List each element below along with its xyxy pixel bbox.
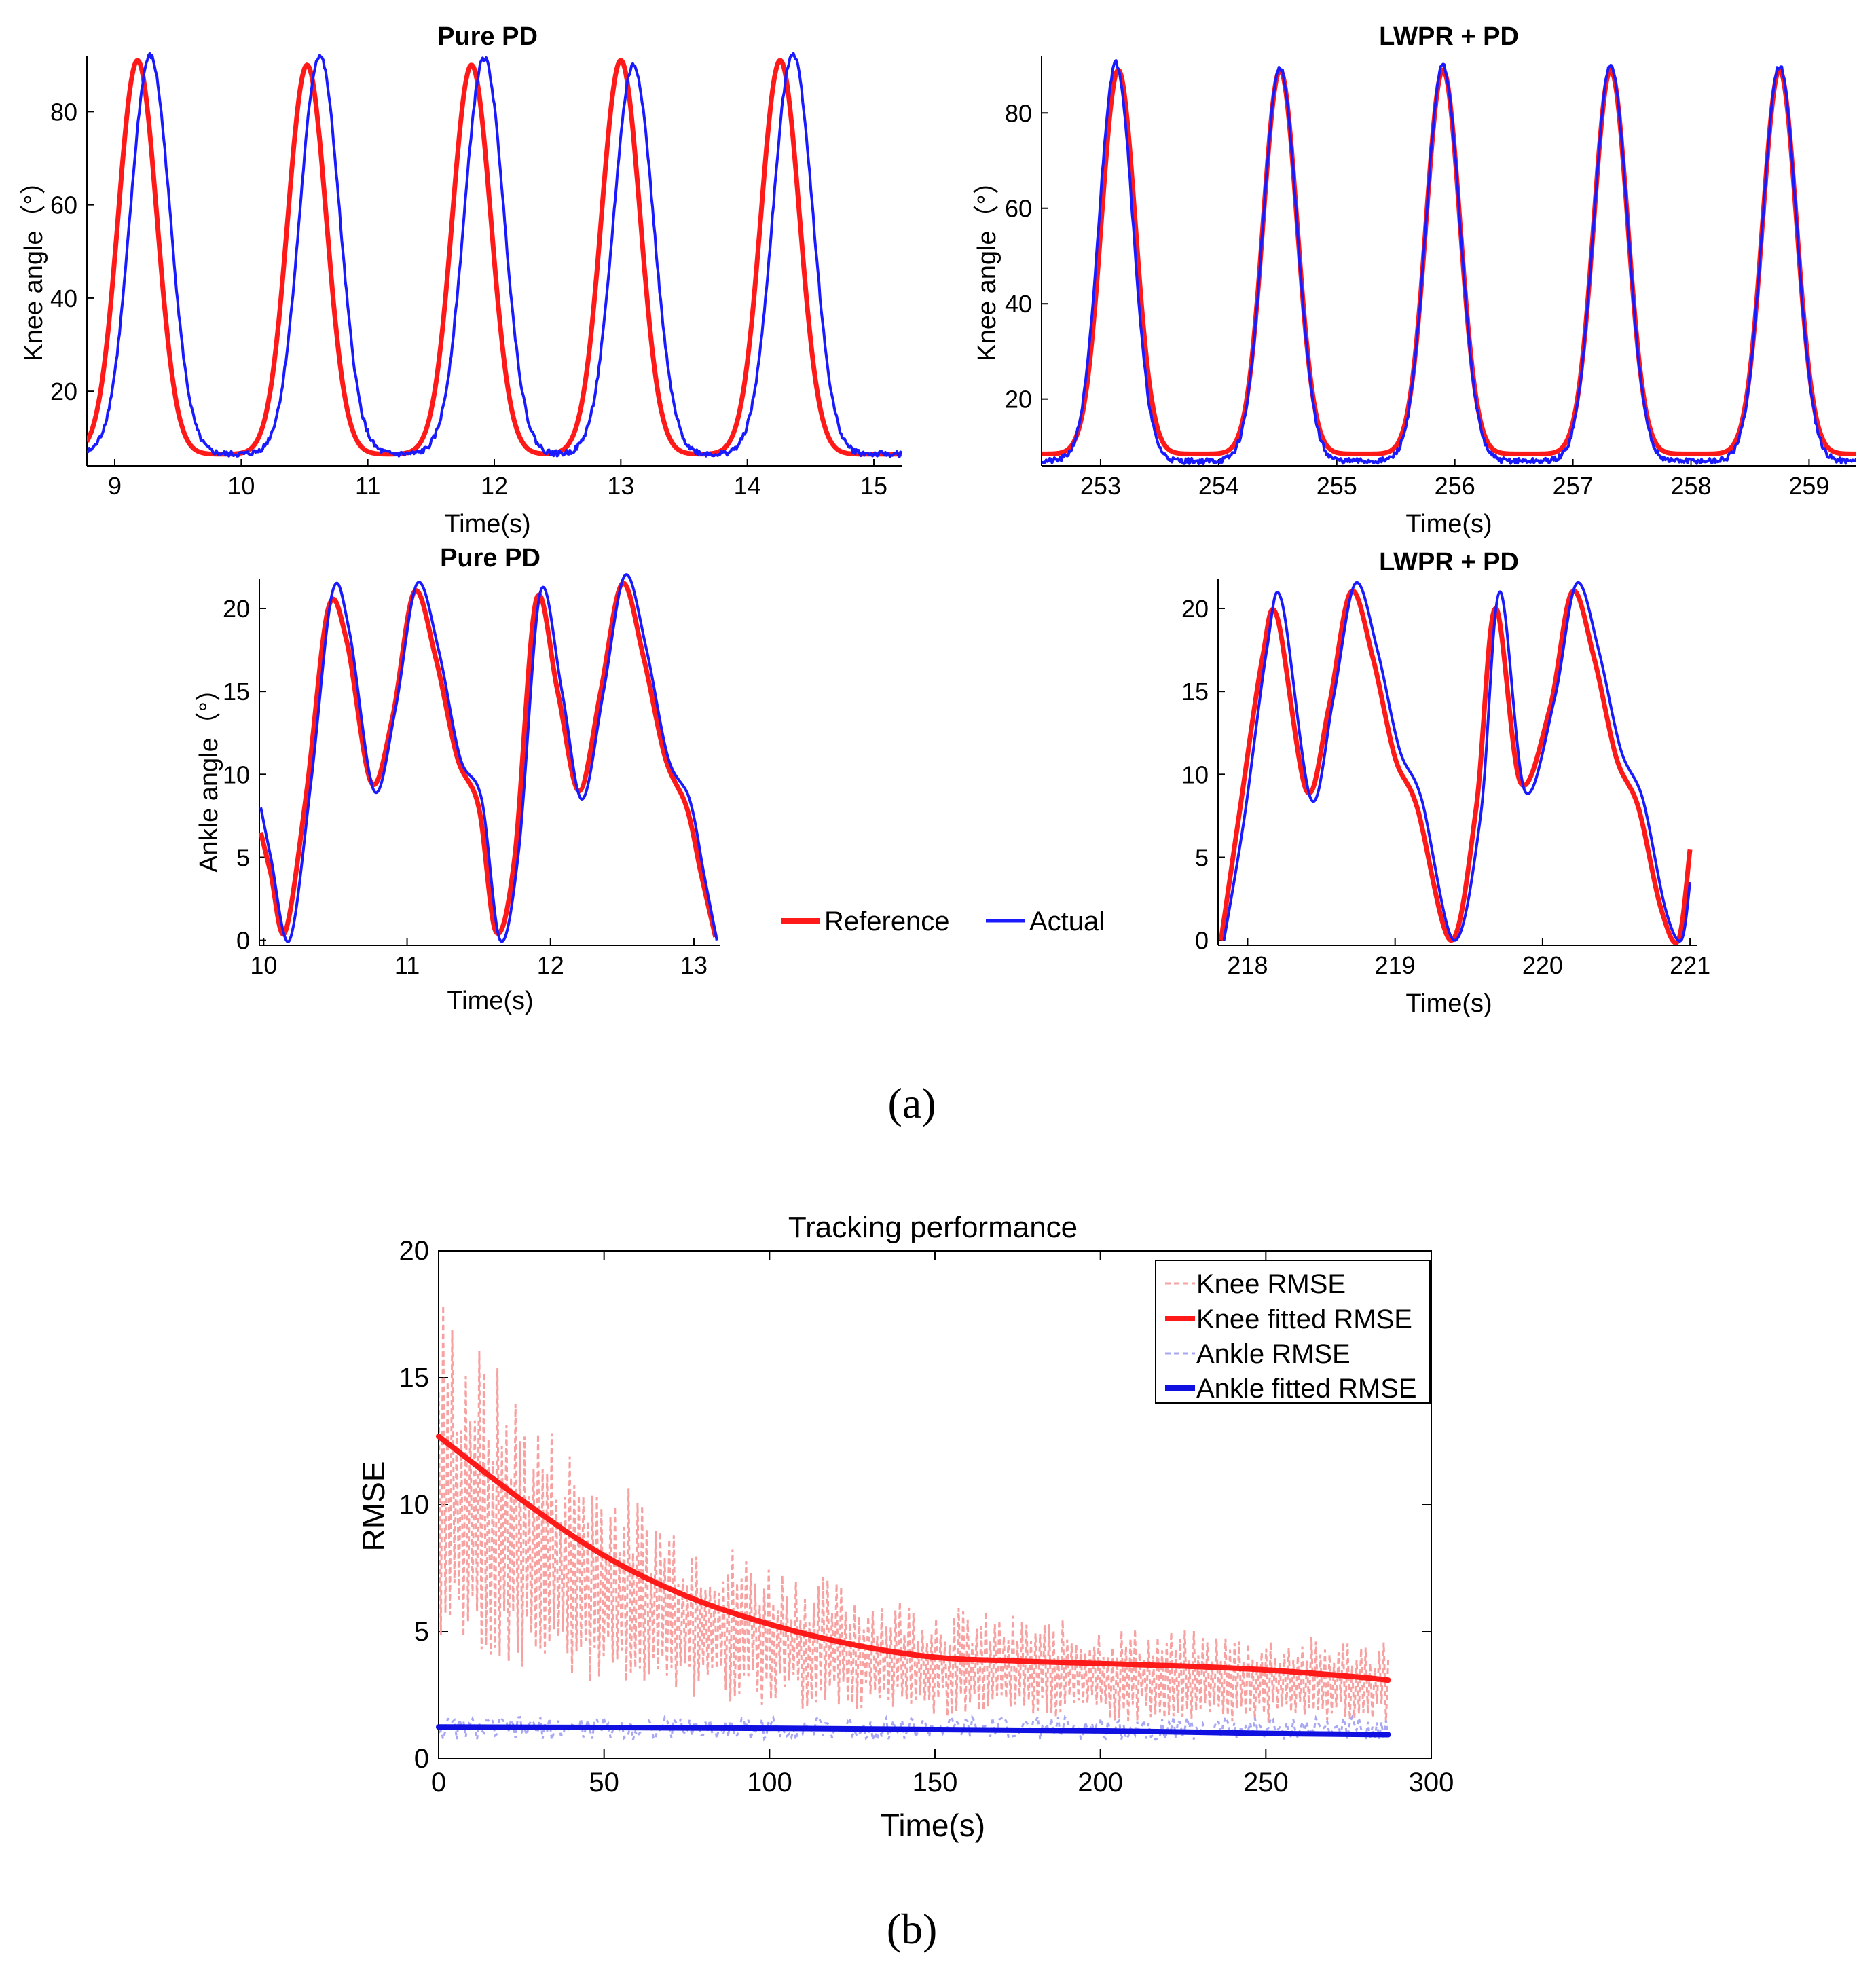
y-tick-label: 0 [1195, 927, 1209, 955]
legend-box [1155, 1260, 1431, 1404]
legend-reference-label: Reference [824, 907, 950, 936]
y-tick-label: 5 [236, 843, 250, 871]
x-tick-label: 13 [607, 472, 634, 500]
x-tick-label: 255 [1317, 472, 1357, 500]
x-tick-label: 14 [734, 472, 761, 500]
x-axis-label: Time(s) [1405, 510, 1492, 538]
x-tick-label: 218 [1227, 951, 1268, 979]
y-tick-label: 20 [223, 595, 250, 623]
actual-line [87, 52, 902, 458]
chart-title: Pure PD [437, 22, 538, 51]
legend-ankle-fitted-label: Ankle fitted RMSE [1196, 1374, 1417, 1404]
y-tick-label: 0 [414, 1744, 429, 1774]
y-tick-label: 0 [236, 927, 250, 955]
actual-line [1042, 59, 1856, 466]
x-axis-label: Time(s) [447, 987, 533, 1015]
x-tick-label: 11 [394, 951, 420, 979]
y-axis-label: RMSE [356, 1461, 391, 1552]
actual-line [1222, 581, 1692, 943]
knee-lwpr-pd-chart: LWPR + PD Time(s) Knee angle（°） 253 254 25… [973, 22, 1856, 538]
y-tick-label: 15 [223, 678, 250, 706]
y-tick-label: 40 [1005, 290, 1032, 318]
x-tick-label: 11 [355, 472, 380, 500]
legend-actual-label: Actual [1029, 907, 1105, 936]
x-tick-label: 257 [1553, 472, 1594, 500]
y-tick-label: 40 [50, 285, 77, 312]
x-tick-label: 253 [1080, 472, 1121, 500]
x-tick-label: 50 [589, 1768, 619, 1797]
knee-rmse-line [439, 1305, 1390, 1723]
x-tick-label: 150 [913, 1768, 958, 1797]
x-tick-label: 15 [860, 472, 887, 500]
legend-reference-actual: Reference Actual [781, 907, 1105, 936]
reference-line [259, 581, 718, 938]
y-tick-label: 15 [1181, 678, 1209, 706]
tracking-performance-chart: Tracking performance Time(s) RMSE 0 50 100… [356, 1211, 1454, 1843]
reference-line [1218, 588, 1693, 945]
x-tick-label: 256 [1435, 472, 1475, 500]
x-axis-label: Time(s) [1405, 989, 1492, 1018]
y-tick-label: 80 [50, 98, 77, 126]
y-tick-label: 60 [50, 191, 77, 219]
legend-knee-rmse-label: Knee RMSE [1196, 1269, 1346, 1299]
legend-rmse: Knee RMSE Knee fitted RMSE Ankle RMSE An… [1155, 1260, 1431, 1404]
x-tick-label: 10 [250, 951, 277, 979]
y-tick-label: 20 [1005, 386, 1032, 414]
actual-line [259, 573, 718, 943]
chart-title: Pure PD [440, 544, 540, 572]
y-axis-label: Ankle angle（°） [195, 676, 223, 873]
x-tick-label: 0 [431, 1768, 446, 1797]
ankle-pure-pd-chart: Pure PD Time(s) Ankle angle（°） 10 11 12 13 0… [195, 544, 720, 1015]
x-tick-label: 221 [1670, 951, 1710, 979]
knee-fitted-rmse-line [436, 1434, 1391, 1683]
x-tick-label: 258 [1670, 472, 1711, 500]
y-tick-label: 10 [399, 1490, 430, 1520]
y-tick-label: 10 [223, 761, 250, 788]
ankle-fitted-rmse-line [436, 1724, 1391, 1738]
y-tick-label: 10 [1181, 761, 1209, 788]
y-tick-label: 5 [1195, 843, 1209, 871]
x-tick-label: 250 [1243, 1768, 1289, 1797]
ankle-rmse-line [439, 1713, 1390, 1744]
x-axis-label: Time(s) [881, 1808, 985, 1843]
x-axis-label: Time(s) [444, 510, 530, 538]
y-tick-label: 5 [414, 1617, 429, 1647]
knee-pure-pd-chart: Pure PD Time(s) Knee angle（°） 9 10 11 12 13 1… [20, 22, 902, 538]
y-axis-label: Knee angle（°） [973, 168, 1001, 361]
caption-a: (a) [887, 1079, 936, 1127]
legend-knee-fitted-label: Knee fitted RMSE [1196, 1304, 1412, 1334]
ankle-lwpr-pd-chart: LWPR + PD Time(s) 218 219 220 221 0 5 10 15 20 [1181, 548, 1710, 1018]
x-tick-label: 200 [1078, 1768, 1123, 1797]
y-axis-label: Knee angle（°） [20, 168, 48, 361]
y-tick-label: 60 [1005, 195, 1032, 223]
reference-line [1042, 67, 1856, 456]
y-tick-label: 80 [1005, 99, 1032, 127]
x-tick-label: 219 [1375, 951, 1416, 979]
x-tick-label: 12 [537, 951, 564, 979]
x-tick-label: 10 [227, 472, 255, 500]
y-tick-label: 20 [1181, 595, 1209, 623]
chart-title: LWPR + PD [1379, 548, 1519, 577]
x-tick-label: 220 [1522, 951, 1563, 979]
x-tick-label: 13 [680, 951, 707, 979]
x-tick-label: 9 [108, 472, 122, 500]
chart-title: Tracking performance [788, 1211, 1078, 1244]
legend-ankle-rmse-label: Ankle RMSE [1196, 1339, 1350, 1369]
x-tick-label: 300 [1409, 1768, 1454, 1797]
y-tick-label: 20 [399, 1236, 430, 1266]
y-tick-label: 15 [399, 1363, 430, 1393]
x-tick-label: 12 [481, 472, 508, 500]
x-tick-label: 254 [1198, 472, 1239, 500]
x-tick-label: 100 [747, 1768, 792, 1797]
x-tick-label: 259 [1788, 472, 1829, 500]
y-tick-label: 20 [50, 378, 77, 405]
caption-b: (b) [887, 1905, 938, 1953]
chart-title: LWPR + PD [1379, 22, 1519, 51]
